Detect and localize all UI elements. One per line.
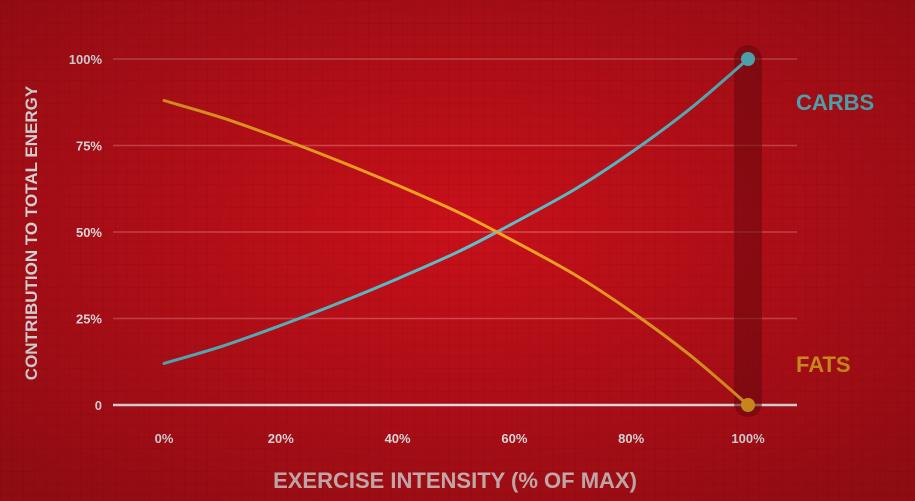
x-axis-label: EXERCISE INTENSITY (% OF MAX) [273,468,637,493]
y-tick-label: 75% [76,139,102,154]
y-tick-label: 100% [69,52,103,67]
y-tick-label: 50% [76,225,102,240]
x-tick-label: 0% [155,431,174,446]
x-tick-label: 80% [618,431,644,446]
carbs-label: CARBS [796,90,874,115]
y-tick-label: 0 [95,398,102,413]
x-tick-label: 20% [268,431,294,446]
x-tick-label: 60% [501,431,527,446]
x-tick-label: 100% [731,431,765,446]
y-axis-label: CONTRIBUTION TO TOTAL ENERGY [22,85,41,380]
y-tick-label: 25% [76,312,102,327]
highlight-band [734,45,762,417]
x-tick-label: 40% [385,431,411,446]
fats-label: FATS [796,352,851,377]
fats-end-marker [741,398,755,412]
carbs-end-marker [741,52,755,66]
